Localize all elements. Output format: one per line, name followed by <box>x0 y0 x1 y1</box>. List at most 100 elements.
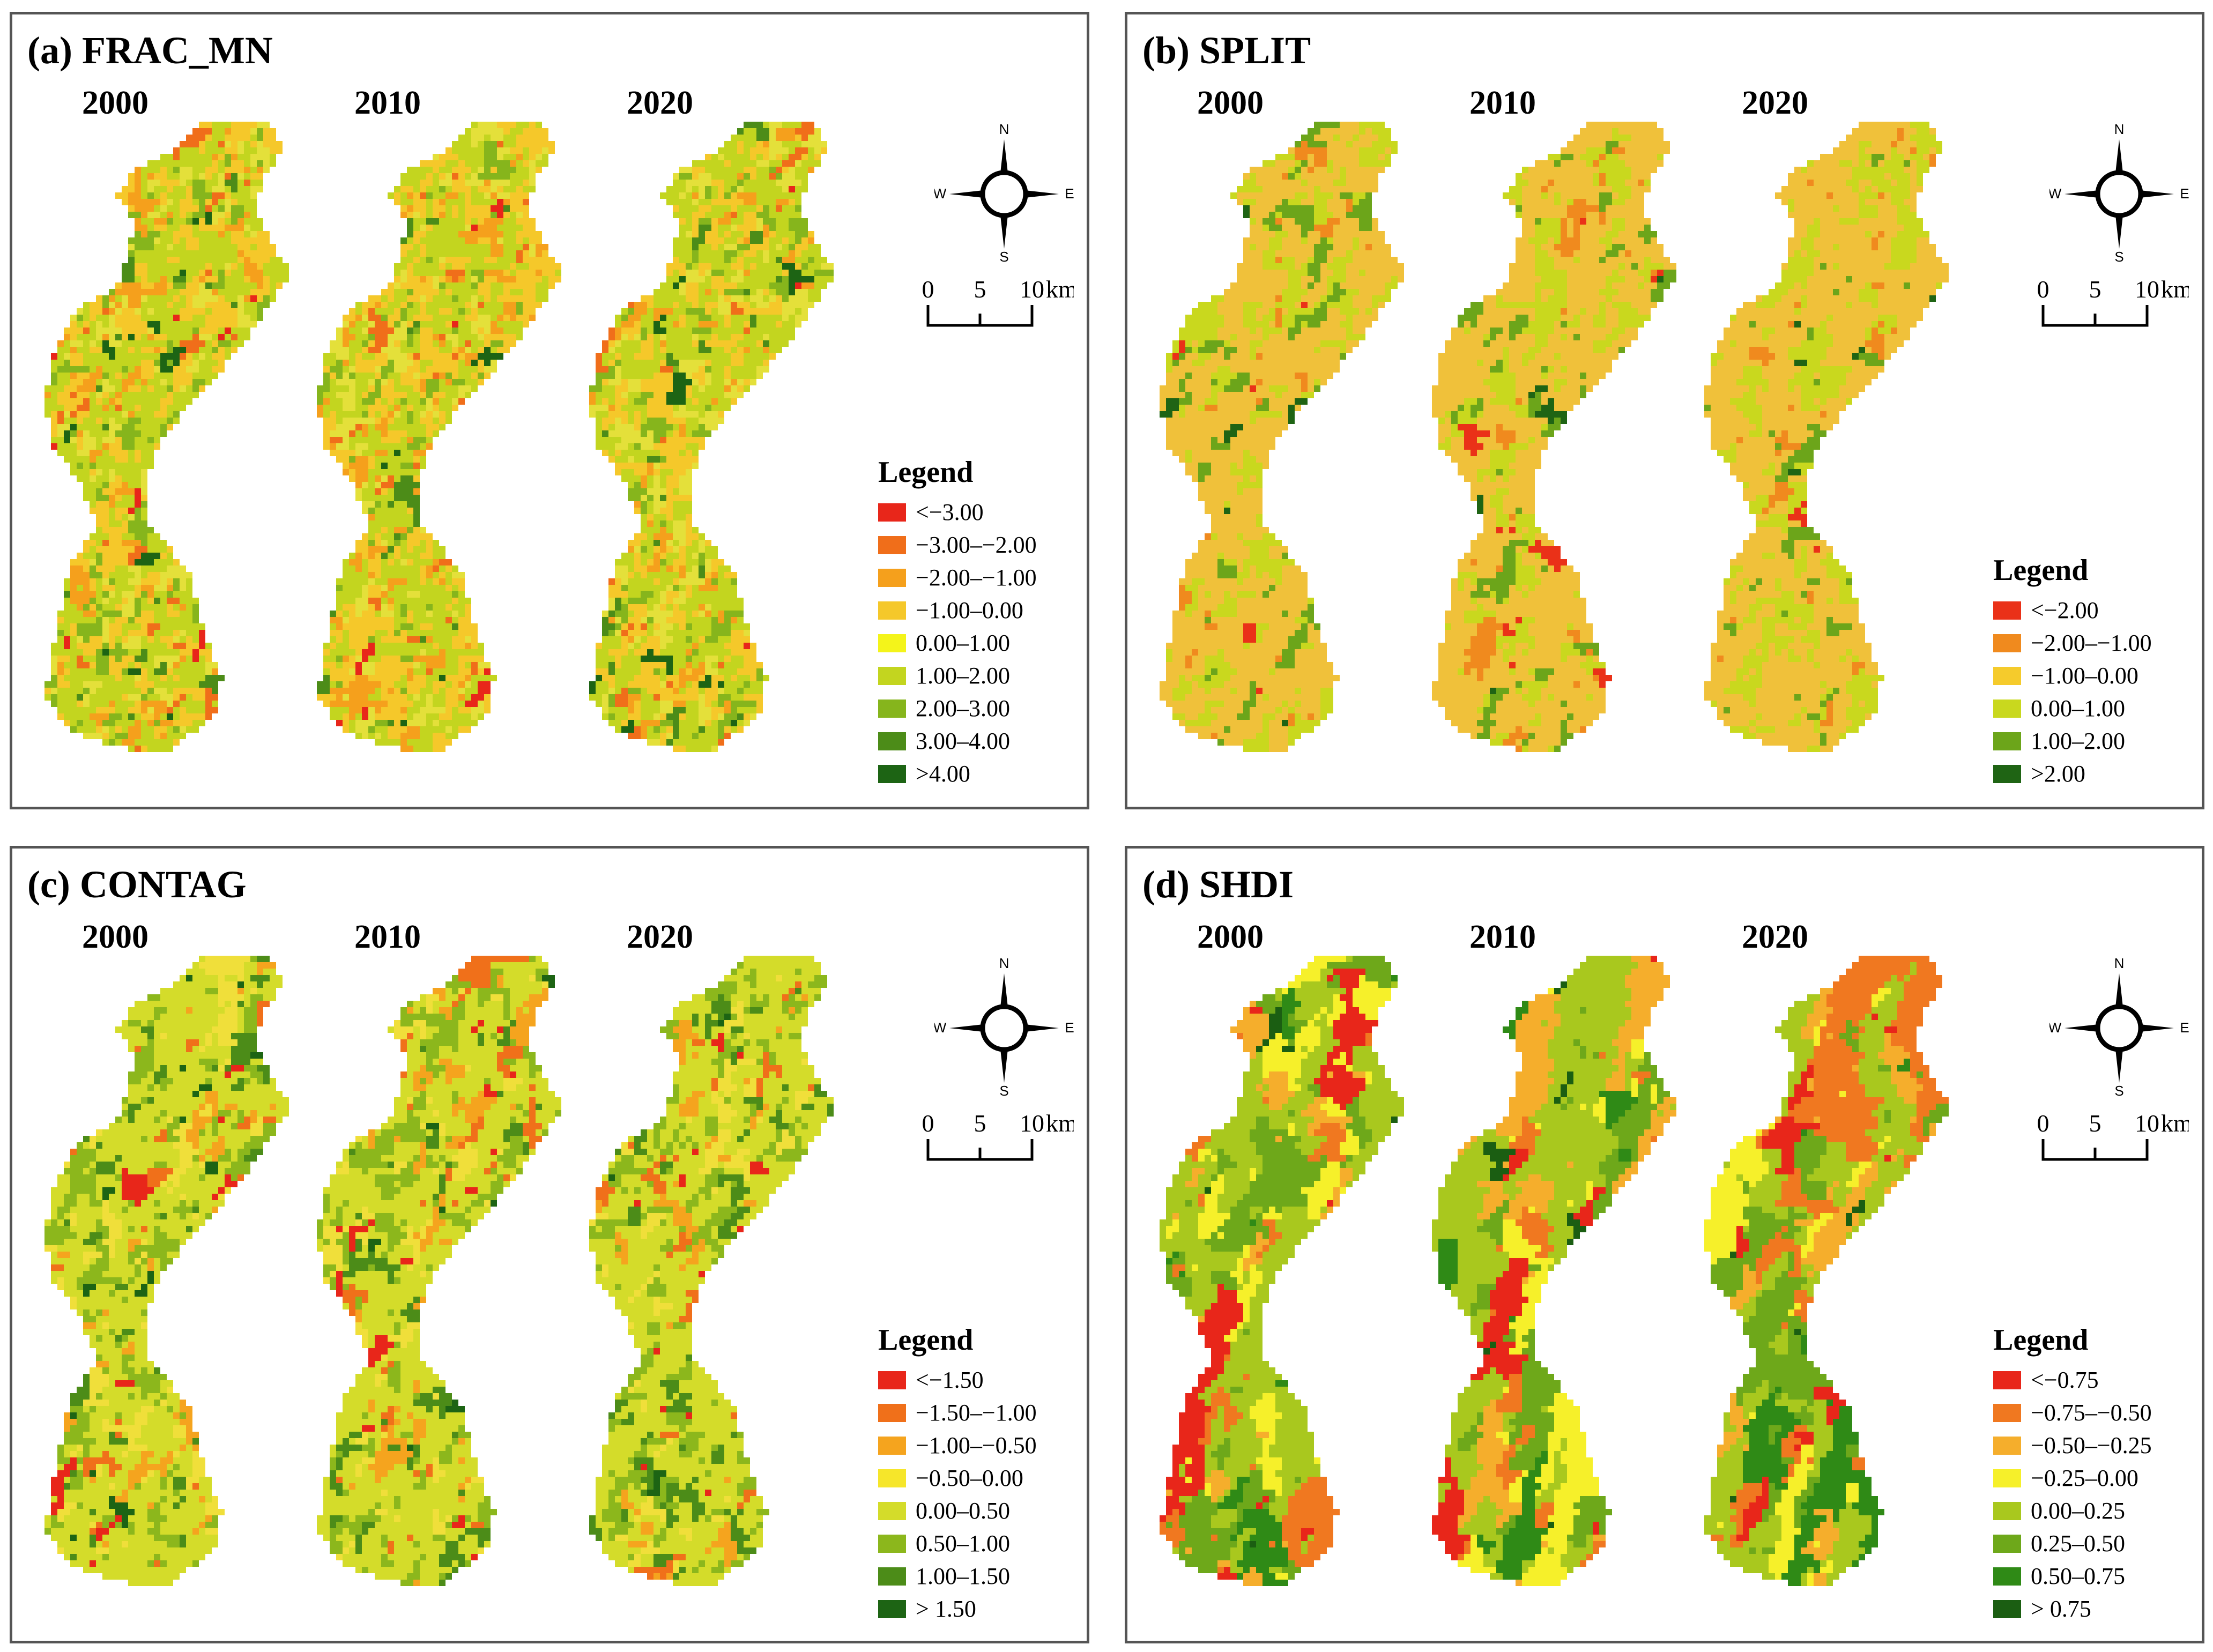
year-label-2000: 2000 <box>1197 918 1264 956</box>
legend-label: 0.50–0.75 <box>2031 1562 2125 1590</box>
legend-swatch <box>1993 601 2021 620</box>
compass-label-e: E <box>2180 185 2189 202</box>
legend-title: Legend <box>1993 553 2152 587</box>
year-label-2010: 2010 <box>1469 84 1536 122</box>
legend-label: 3.00–4.00 <box>916 727 1010 755</box>
scale-tick-label: 0 <box>922 276 934 303</box>
legend-item: −1.00–0.00 <box>878 594 1037 627</box>
compass-label-e: E <box>1065 1020 1074 1036</box>
north-arrow-icon: N S W E <box>2049 958 2189 1098</box>
legend-label: −0.50–−0.25 <box>2031 1432 2152 1459</box>
north-arrow-icon: N S W E <box>934 958 1074 1098</box>
legend-label: −1.50–−1.00 <box>916 1399 1037 1426</box>
legend-swatch <box>1993 1501 2021 1520</box>
panel-title: (a) FRAC_MN <box>27 28 273 73</box>
legend-item: 0.25–0.50 <box>1993 1527 2152 1560</box>
legend-swatch <box>1993 666 2021 685</box>
legend-label: −2.00–−1.00 <box>2031 629 2152 657</box>
compass-label-s: S <box>999 249 1008 264</box>
legend-item: >4.00 <box>878 757 1037 790</box>
compass-label-w: W <box>2049 1020 2062 1036</box>
legend: Legend <−1.50 −1.50–−1.00 −1.00–−0.50 −0.50… <box>878 1323 1037 1625</box>
scale-tick-label: 5 <box>974 1110 986 1137</box>
legend-label: −0.25–0.00 <box>2031 1464 2138 1492</box>
legend-swatch <box>1993 1371 2021 1389</box>
panel-contag: (c) CONTAG 2000 2010 2020 N S W E 0 5 10km Le… <box>10 846 1089 1643</box>
legend-items: <−3.00 −3.00–−2.00 −2.00–−1.00 −1.00–0.00 0.… <box>878 496 1037 790</box>
legend-item: <−2.00 <box>1993 594 2152 627</box>
legend-swatch <box>1993 764 2021 783</box>
legend-item: 2.00–3.00 <box>878 692 1037 725</box>
legend-swatch <box>878 1501 906 1520</box>
legend-label: 1.00–1.50 <box>916 1562 1010 1590</box>
legend: Legend <−0.75 −0.75–−0.50 −0.50–−0.25 −0.25… <box>1993 1323 2152 1625</box>
legend-item: <−1.50 <box>878 1364 1037 1396</box>
compass-label-e: E <box>1065 185 1074 202</box>
legend-items: <−1.50 −1.50–−1.00 −1.00–−0.50 −0.50–0.00 0.… <box>878 1364 1037 1625</box>
legend-title: Legend <box>1993 1323 2152 1357</box>
legend-label: 1.00–2.00 <box>916 662 1010 689</box>
legend-label: > 0.75 <box>2031 1595 2091 1623</box>
year-label-2010: 2010 <box>354 918 421 956</box>
panel-title: (b) SPLIT <box>1142 28 1311 73</box>
legend-swatch <box>878 1469 906 1487</box>
compass-label-w: W <box>934 1020 947 1036</box>
compass-label-w: W <box>934 185 947 202</box>
legend-swatch <box>1993 732 2021 750</box>
legend-item: 0.00–0.25 <box>1993 1494 2152 1527</box>
legend-swatch <box>878 764 906 783</box>
legend-label: >2.00 <box>2031 760 2085 787</box>
legend-title: Legend <box>878 455 1037 489</box>
legend-item: > 1.50 <box>878 1593 1037 1625</box>
legend-swatch <box>1993 634 2021 652</box>
legend: Legend <−2.00 −2.00–−1.00 −1.00–0.00 0.00–1… <box>1993 553 2152 790</box>
legend-item: −0.25–0.00 <box>1993 1462 2152 1494</box>
map-2010 <box>1432 956 1676 1586</box>
map-2000 <box>44 956 289 1586</box>
legend: Legend <−3.00 −3.00–−2.00 −2.00–−1.00 −1.00… <box>878 455 1037 790</box>
legend-swatch <box>878 1599 906 1618</box>
legend-swatch <box>878 1436 906 1455</box>
legend-swatch <box>878 503 906 522</box>
legend-swatch <box>1993 1567 2021 1586</box>
legend-item: <−3.00 <box>878 496 1037 529</box>
scale-bar: 0 5 10km <box>2037 276 2189 327</box>
legend-swatch <box>1993 1534 2021 1553</box>
scale-tick-label: 10 <box>1020 1110 1044 1137</box>
legend-label: <−1.50 <box>916 1366 984 1394</box>
scale-tick-label: 5 <box>974 276 986 303</box>
compass-label-s: S <box>2114 249 2123 264</box>
panel-title: (c) CONTAG <box>27 862 247 907</box>
legend-label: <−2.00 <box>2031 597 2099 624</box>
map-2020 <box>589 122 834 752</box>
scale-bar: 0 5 10km <box>2037 1110 2189 1161</box>
compass-label-n: N <box>2114 124 2125 137</box>
legend-item: 1.00–1.50 <box>878 1560 1037 1593</box>
legend-swatch <box>878 666 906 685</box>
legend-item: 3.00–4.00 <box>878 725 1037 757</box>
scale-unit: km <box>1046 276 1074 303</box>
scale-bar: 0 5 10km <box>922 1110 1074 1161</box>
legend-item: −1.00–0.00 <box>1993 659 2152 692</box>
legend-swatch <box>878 634 906 652</box>
legend-item: −2.00–−1.00 <box>1993 627 2152 659</box>
map-2020 <box>1704 956 1949 1586</box>
scale-tick-label: 0 <box>2037 276 2049 303</box>
north-arrow-icon: N S W E <box>2049 124 2189 264</box>
scale-unit: km <box>2161 1110 2189 1137</box>
scale-tick-label: 0 <box>922 1110 934 1137</box>
legend-item: 0.00–1.00 <box>878 627 1037 659</box>
year-label-2020: 2020 <box>627 918 693 956</box>
legend-item: −3.00–−2.00 <box>878 529 1037 561</box>
legend-item: −0.50–−0.25 <box>1993 1429 2152 1462</box>
legend-item: >2.00 <box>1993 757 2152 790</box>
legend-item: 0.00–1.00 <box>1993 692 2152 725</box>
legend-item: 0.50–1.00 <box>878 1527 1037 1560</box>
year-label-2000: 2000 <box>82 918 148 956</box>
compass-label-s: S <box>999 1083 1008 1098</box>
legend-swatch <box>878 1534 906 1553</box>
year-label-2020: 2020 <box>1742 918 1808 956</box>
legend-item: −1.50–−1.00 <box>878 1396 1037 1429</box>
north-arrow-icon: N S W E <box>934 124 1074 264</box>
year-label-2010: 2010 <box>354 84 421 122</box>
